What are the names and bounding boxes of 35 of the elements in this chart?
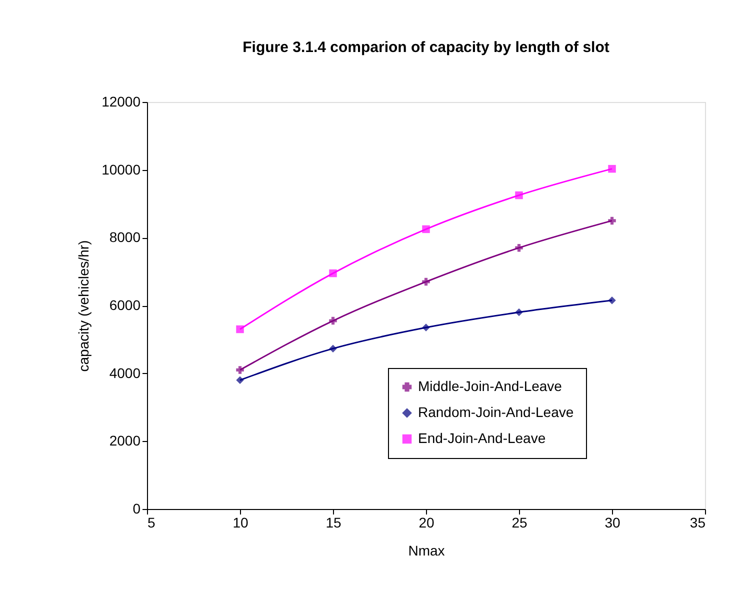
y-tick-label: 12000: [102, 94, 141, 110]
y-axis-title: capacity (vehicles/hr): [76, 240, 92, 372]
point: [515, 191, 523, 200]
x-tick-label: 35: [690, 514, 706, 530]
x-tick-label: 20: [418, 514, 434, 530]
point: [422, 278, 430, 286]
point: [608, 216, 616, 225]
y-tick-label: 0: [132, 500, 141, 516]
point: [515, 308, 523, 316]
legend-label: Middle-Join-And-Leave: [418, 378, 562, 394]
y-tick-label: 8000: [109, 229, 141, 246]
x-tick-label: 5: [148, 514, 156, 530]
point: [422, 225, 430, 234]
point: [422, 324, 430, 332]
y-tick-label: 10000: [102, 161, 141, 178]
point: [329, 344, 337, 352]
point: [329, 269, 337, 278]
x-tick-label: 25: [512, 514, 528, 530]
point: [515, 244, 523, 252]
point: [236, 325, 244, 334]
y-tick-label: 4000: [109, 364, 141, 381]
chart-title: Figure 3.1.4 comparion of capacity by length of slot: [242, 39, 610, 56]
x-tick-label: 30: [604, 514, 620, 530]
point: [236, 366, 244, 374]
point: [236, 376, 244, 384]
point: [608, 164, 616, 173]
x-tick-label: 15: [326, 514, 342, 530]
point: [329, 316, 337, 325]
y-tick-label: 2000: [109, 432, 141, 449]
point: [608, 296, 616, 304]
legend-label: Random-Join-And-Leave: [418, 404, 574, 420]
legend-label: End-Join-And-Leave: [418, 430, 546, 446]
y-tick-label: 6000: [109, 297, 141, 313]
x-tick-label: 10: [232, 514, 248, 530]
x-axis-title: Nmax: [408, 542, 445, 558]
